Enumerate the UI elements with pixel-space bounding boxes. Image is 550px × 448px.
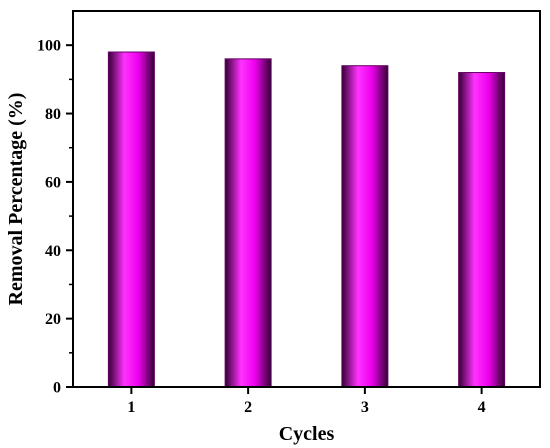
y-tick-label: 40 xyxy=(45,243,61,260)
y-tick-label: 80 xyxy=(45,106,61,123)
plot-frame xyxy=(72,10,541,388)
y-tick-label: 0 xyxy=(53,380,61,397)
bar-cycle-4 xyxy=(458,72,506,388)
y-axis-label: Removal Percentage (%) xyxy=(5,93,27,306)
y-axis-ticks: 0 20 40 60 80 100 xyxy=(37,38,73,397)
x-tick-label: 2 xyxy=(244,399,252,416)
x-tick-label: 1 xyxy=(127,399,135,416)
x-axis-label: Cycles xyxy=(279,423,335,445)
x-tick-label: 3 xyxy=(361,399,369,416)
y-tick-label: 20 xyxy=(45,311,61,328)
y-tick-label: 60 xyxy=(45,174,61,191)
x-tick-label: 4 xyxy=(478,399,486,416)
x-axis-ticks: 1 2 3 4 xyxy=(127,387,486,416)
bar-cycle-2 xyxy=(224,58,272,388)
y-tick-label: 100 xyxy=(37,38,61,55)
bar-cycle-1 xyxy=(107,51,155,388)
bar-cycle-3 xyxy=(341,65,389,388)
bars-group xyxy=(107,51,506,388)
